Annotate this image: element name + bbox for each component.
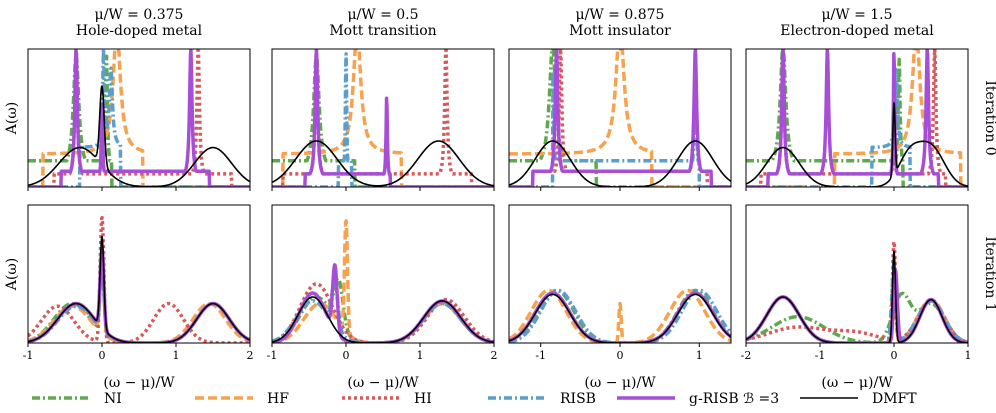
x-tick-label: -1: [23, 349, 34, 362]
legend-label: NI: [104, 391, 122, 407]
legend: NI HF HI RISB g-RISB ℬ =3 DMFT: [32, 391, 917, 407]
legend-label: DMFT: [872, 391, 917, 407]
series-line-dmft: [272, 140, 494, 187]
legend-item-risb: RISB: [488, 391, 596, 407]
column-ratio-title: μ/W = 0.875: [576, 7, 665, 23]
panel-curves: [509, 288, 731, 343]
panel: -1 0 1 (ω − μ)/W: [508, 204, 732, 391]
series-line-grisb: [272, 49, 494, 187]
series-line-hf: [272, 49, 494, 187]
legend-label: HI: [414, 391, 432, 407]
series-line-hi: [746, 239, 968, 343]
panels: -1 0 1 2 (ω − μ)/W -1 0 1 2 (ω − μ)/W -1 0 1 (ω − μ)/…: [23, 48, 972, 391]
series-line-grisb: [746, 49, 968, 187]
series-line-ni: [509, 49, 731, 187]
x-tick-label: 2: [247, 349, 254, 362]
x-tick-label: 0: [617, 349, 624, 362]
panel-frame: [27, 204, 251, 344]
column-subtitle: Mott transition: [329, 23, 436, 39]
x-tick-label: -1: [535, 349, 546, 362]
legend-item-ni: NI: [32, 391, 122, 407]
series-line-grisb: [509, 49, 731, 187]
x-axis-label: (ω − μ)/W: [103, 375, 175, 391]
series-line-hf: [28, 245, 250, 343]
panel-curves: [746, 239, 968, 343]
panel: -1 0 1 2 (ω − μ)/W: [267, 204, 498, 391]
panel: [271, 48, 495, 191]
series-line-hf: [746, 49, 968, 187]
series-line-grisb: [28, 49, 250, 187]
y-axis-label: A(ω): [4, 258, 20, 291]
x-tick-label: -1: [267, 349, 278, 362]
series-line-risb: [28, 248, 250, 343]
x-tick-label: 0: [891, 349, 898, 362]
panel-curves: [28, 49, 250, 187]
x-tick-label: 1: [696, 349, 703, 362]
series-line-ni: [28, 258, 250, 343]
panel: [745, 48, 969, 191]
series-line-hi: [272, 282, 494, 343]
x-tick-label: 1: [965, 349, 972, 362]
series-line-risb: [272, 52, 494, 187]
panel-curves: [509, 49, 731, 187]
series-line-dmft: [746, 250, 968, 343]
panel: -1 0 1 2 (ω − μ)/W: [23, 204, 254, 391]
series-line-dmft: [28, 85, 250, 187]
series-line-hi: [272, 49, 494, 187]
panel-frame: [271, 48, 495, 188]
series-line-ni: [28, 53, 250, 187]
column-ratio-title: μ/W = 0.5: [347, 7, 418, 23]
series-line-risb: [28, 49, 250, 187]
panel-curves: [272, 49, 494, 187]
series-line-grisb: [28, 248, 250, 343]
column-subtitle: Electron-doped metal: [780, 23, 934, 39]
panel-frame: [27, 48, 251, 188]
series-line-dmft: [746, 102, 968, 187]
panel: -2 -1 0 1 (ω − μ)/W: [741, 204, 972, 391]
x-tick-label: -2: [741, 349, 752, 362]
x-tick-label: -1: [815, 349, 826, 362]
panel-frame: [745, 204, 969, 344]
x-tick-label: 2: [491, 349, 498, 362]
panel-frame: [745, 48, 969, 188]
column-subtitle: Hole-doped metal: [76, 23, 203, 39]
legend-item-dmft: DMFT: [800, 391, 917, 407]
row-label: Iteration 0: [982, 80, 996, 155]
panel-curves: [746, 49, 968, 187]
legend-item-hf: HF: [195, 391, 289, 407]
panel: [27, 48, 251, 191]
panel: [508, 48, 732, 191]
column-ratio-title: μ/W = 0.375: [95, 7, 184, 23]
legend-item-grisb: g-RISB ℬ =3: [617, 391, 779, 407]
legend-label: HF: [267, 391, 289, 407]
series-line-hi: [28, 215, 250, 343]
x-tick-label: 0: [343, 349, 350, 362]
series-line-ni: [272, 53, 494, 187]
x-axis-label: (ω − μ)/W: [584, 375, 656, 391]
x-axis-label: (ω − μ)/W: [821, 375, 893, 391]
series-line-risb: [272, 278, 494, 343]
series-line-hf: [272, 219, 494, 343]
column-subtitle: Mott insulator: [569, 23, 671, 39]
legend-item-hi: HI: [342, 391, 432, 407]
panel-curves: [28, 215, 250, 343]
x-tick-label: 0: [99, 349, 106, 362]
panel-frame: [271, 204, 495, 344]
x-tick-label: 1: [417, 349, 424, 362]
column-ratio-title: μ/W = 1.5: [821, 7, 892, 23]
series-line-dmft: [28, 235, 250, 343]
series-line-hf: [28, 49, 250, 187]
y-axis-label: A(ω): [4, 102, 20, 135]
series-line-hi: [28, 49, 250, 187]
row-label: Iteration 1: [982, 236, 996, 311]
x-axis-label: (ω − μ)/W: [347, 375, 419, 391]
x-tick-label: 1: [173, 349, 180, 362]
row-labels: Iteration 0 A(ω) Iteration 1 A(ω): [4, 80, 996, 311]
legend-label: g-RISB ℬ =3: [689, 391, 779, 407]
legend-label: RISB: [560, 391, 596, 407]
panel-curves: [272, 219, 494, 343]
